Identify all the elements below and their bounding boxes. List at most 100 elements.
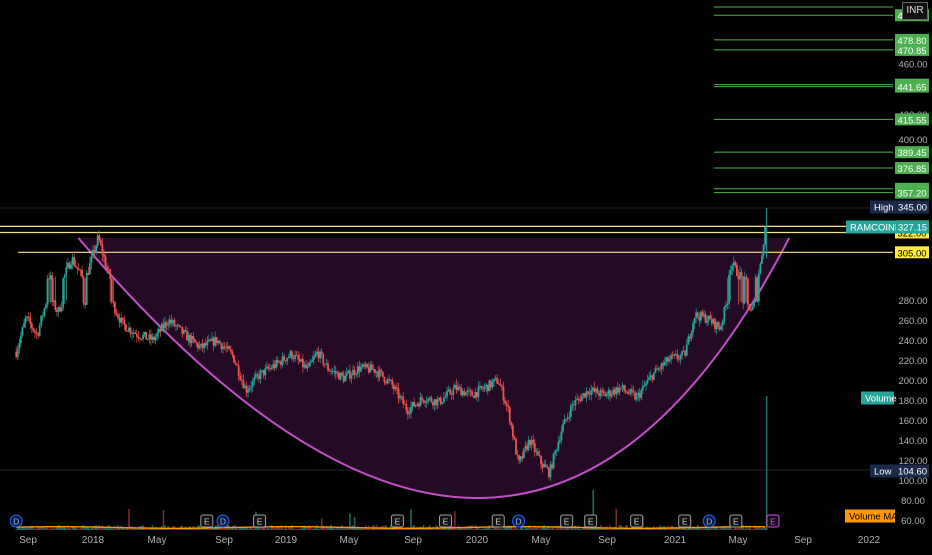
volume-bar — [623, 528, 625, 530]
volume-bar — [63, 525, 66, 530]
volume-bar — [602, 528, 605, 530]
volume-bar — [538, 528, 541, 530]
candle-body — [433, 399, 436, 406]
volume-bar — [734, 525, 737, 530]
candle-body — [225, 347, 228, 349]
volume-bar — [82, 525, 85, 530]
candle-body — [209, 339, 212, 341]
volume-bar — [490, 528, 492, 530]
volume-bar — [273, 526, 276, 530]
volume-bar — [651, 528, 654, 530]
volume-bar — [275, 527, 278, 530]
volume-bar — [264, 527, 267, 530]
volume-bar — [571, 527, 574, 530]
candle-body — [356, 366, 359, 375]
candle-body — [186, 330, 188, 341]
candle-body — [552, 453, 555, 469]
candle-body — [549, 464, 552, 478]
candle-body — [463, 391, 466, 396]
volume-bar — [674, 528, 677, 530]
earnings-marker — [729, 514, 743, 528]
candle-body — [198, 345, 201, 349]
candle-body — [377, 371, 380, 378]
volume-bar — [715, 527, 718, 530]
volume-bar — [703, 528, 705, 530]
volume-bar — [272, 526, 274, 530]
volume-bar — [535, 528, 538, 530]
candle-body — [286, 358, 289, 362]
volume-bar — [347, 528, 350, 530]
volume-bar — [300, 528, 303, 530]
volume-bar — [728, 526, 730, 530]
candle-body — [312, 356, 315, 360]
candle-body — [458, 386, 461, 388]
volume-bar — [576, 527, 578, 530]
currency-badge[interactable]: INR — [902, 2, 928, 20]
price-level-value: 357.20 — [897, 189, 926, 200]
candle-body — [34, 331, 36, 333]
volume-bar — [554, 528, 556, 530]
volume-bar — [704, 528, 707, 530]
candle-body — [386, 379, 389, 384]
earnings-marker — [630, 514, 644, 528]
candle-body — [367, 367, 370, 373]
candle-body — [698, 316, 701, 321]
volume-bar — [253, 528, 256, 530]
candle-body — [480, 385, 483, 389]
candle-body — [576, 398, 578, 401]
candle-body — [364, 363, 367, 367]
volume-bar — [319, 526, 321, 530]
volume-bar — [513, 526, 516, 530]
candle-body — [574, 400, 577, 406]
price-level-value: 441.65 — [897, 83, 926, 94]
volume-bar — [314, 528, 317, 530]
candle-body — [383, 376, 386, 383]
volume-bar — [118, 527, 121, 530]
volume-bar — [338, 526, 340, 530]
candle-body — [181, 326, 184, 334]
volume-bar — [502, 525, 505, 530]
candle-body — [728, 274, 730, 304]
volume-bar — [610, 528, 613, 530]
candle-body — [74, 265, 77, 268]
volume-bar — [270, 525, 273, 530]
volume-bar — [483, 528, 486, 530]
volume-bar — [306, 525, 309, 530]
volume-bar — [529, 525, 531, 530]
candle-body — [720, 325, 723, 330]
volume-bar — [737, 527, 740, 530]
candle-body — [474, 392, 477, 398]
candle-body — [582, 393, 585, 397]
candle-body — [314, 353, 317, 357]
candle-body — [475, 392, 478, 397]
candle-body — [632, 391, 635, 393]
candle-body — [113, 302, 116, 314]
candle-body — [134, 332, 137, 334]
volume-bar — [46, 526, 49, 530]
candle-body — [272, 364, 275, 369]
volume-bar — [87, 527, 90, 530]
candle-body — [162, 323, 165, 329]
volume-bar — [516, 528, 519, 530]
volume-bar — [27, 526, 30, 530]
candle-body — [65, 267, 68, 275]
high-value-bg — [896, 200, 929, 214]
candle-body — [112, 301, 115, 303]
candle-body — [57, 306, 60, 312]
candle-body — [577, 398, 580, 400]
candle-body — [262, 370, 265, 376]
volume-bar — [278, 526, 281, 530]
volume-bar — [649, 528, 652, 530]
candle-body — [95, 245, 97, 253]
volume-bar — [549, 528, 552, 530]
candle-body — [308, 362, 311, 367]
candle-body — [93, 249, 96, 253]
candle-body — [598, 393, 600, 396]
volume-bar — [718, 528, 721, 530]
y-tick-label: 80.00 — [901, 496, 925, 507]
candle-body — [521, 456, 524, 459]
volume-bar — [56, 526, 58, 530]
